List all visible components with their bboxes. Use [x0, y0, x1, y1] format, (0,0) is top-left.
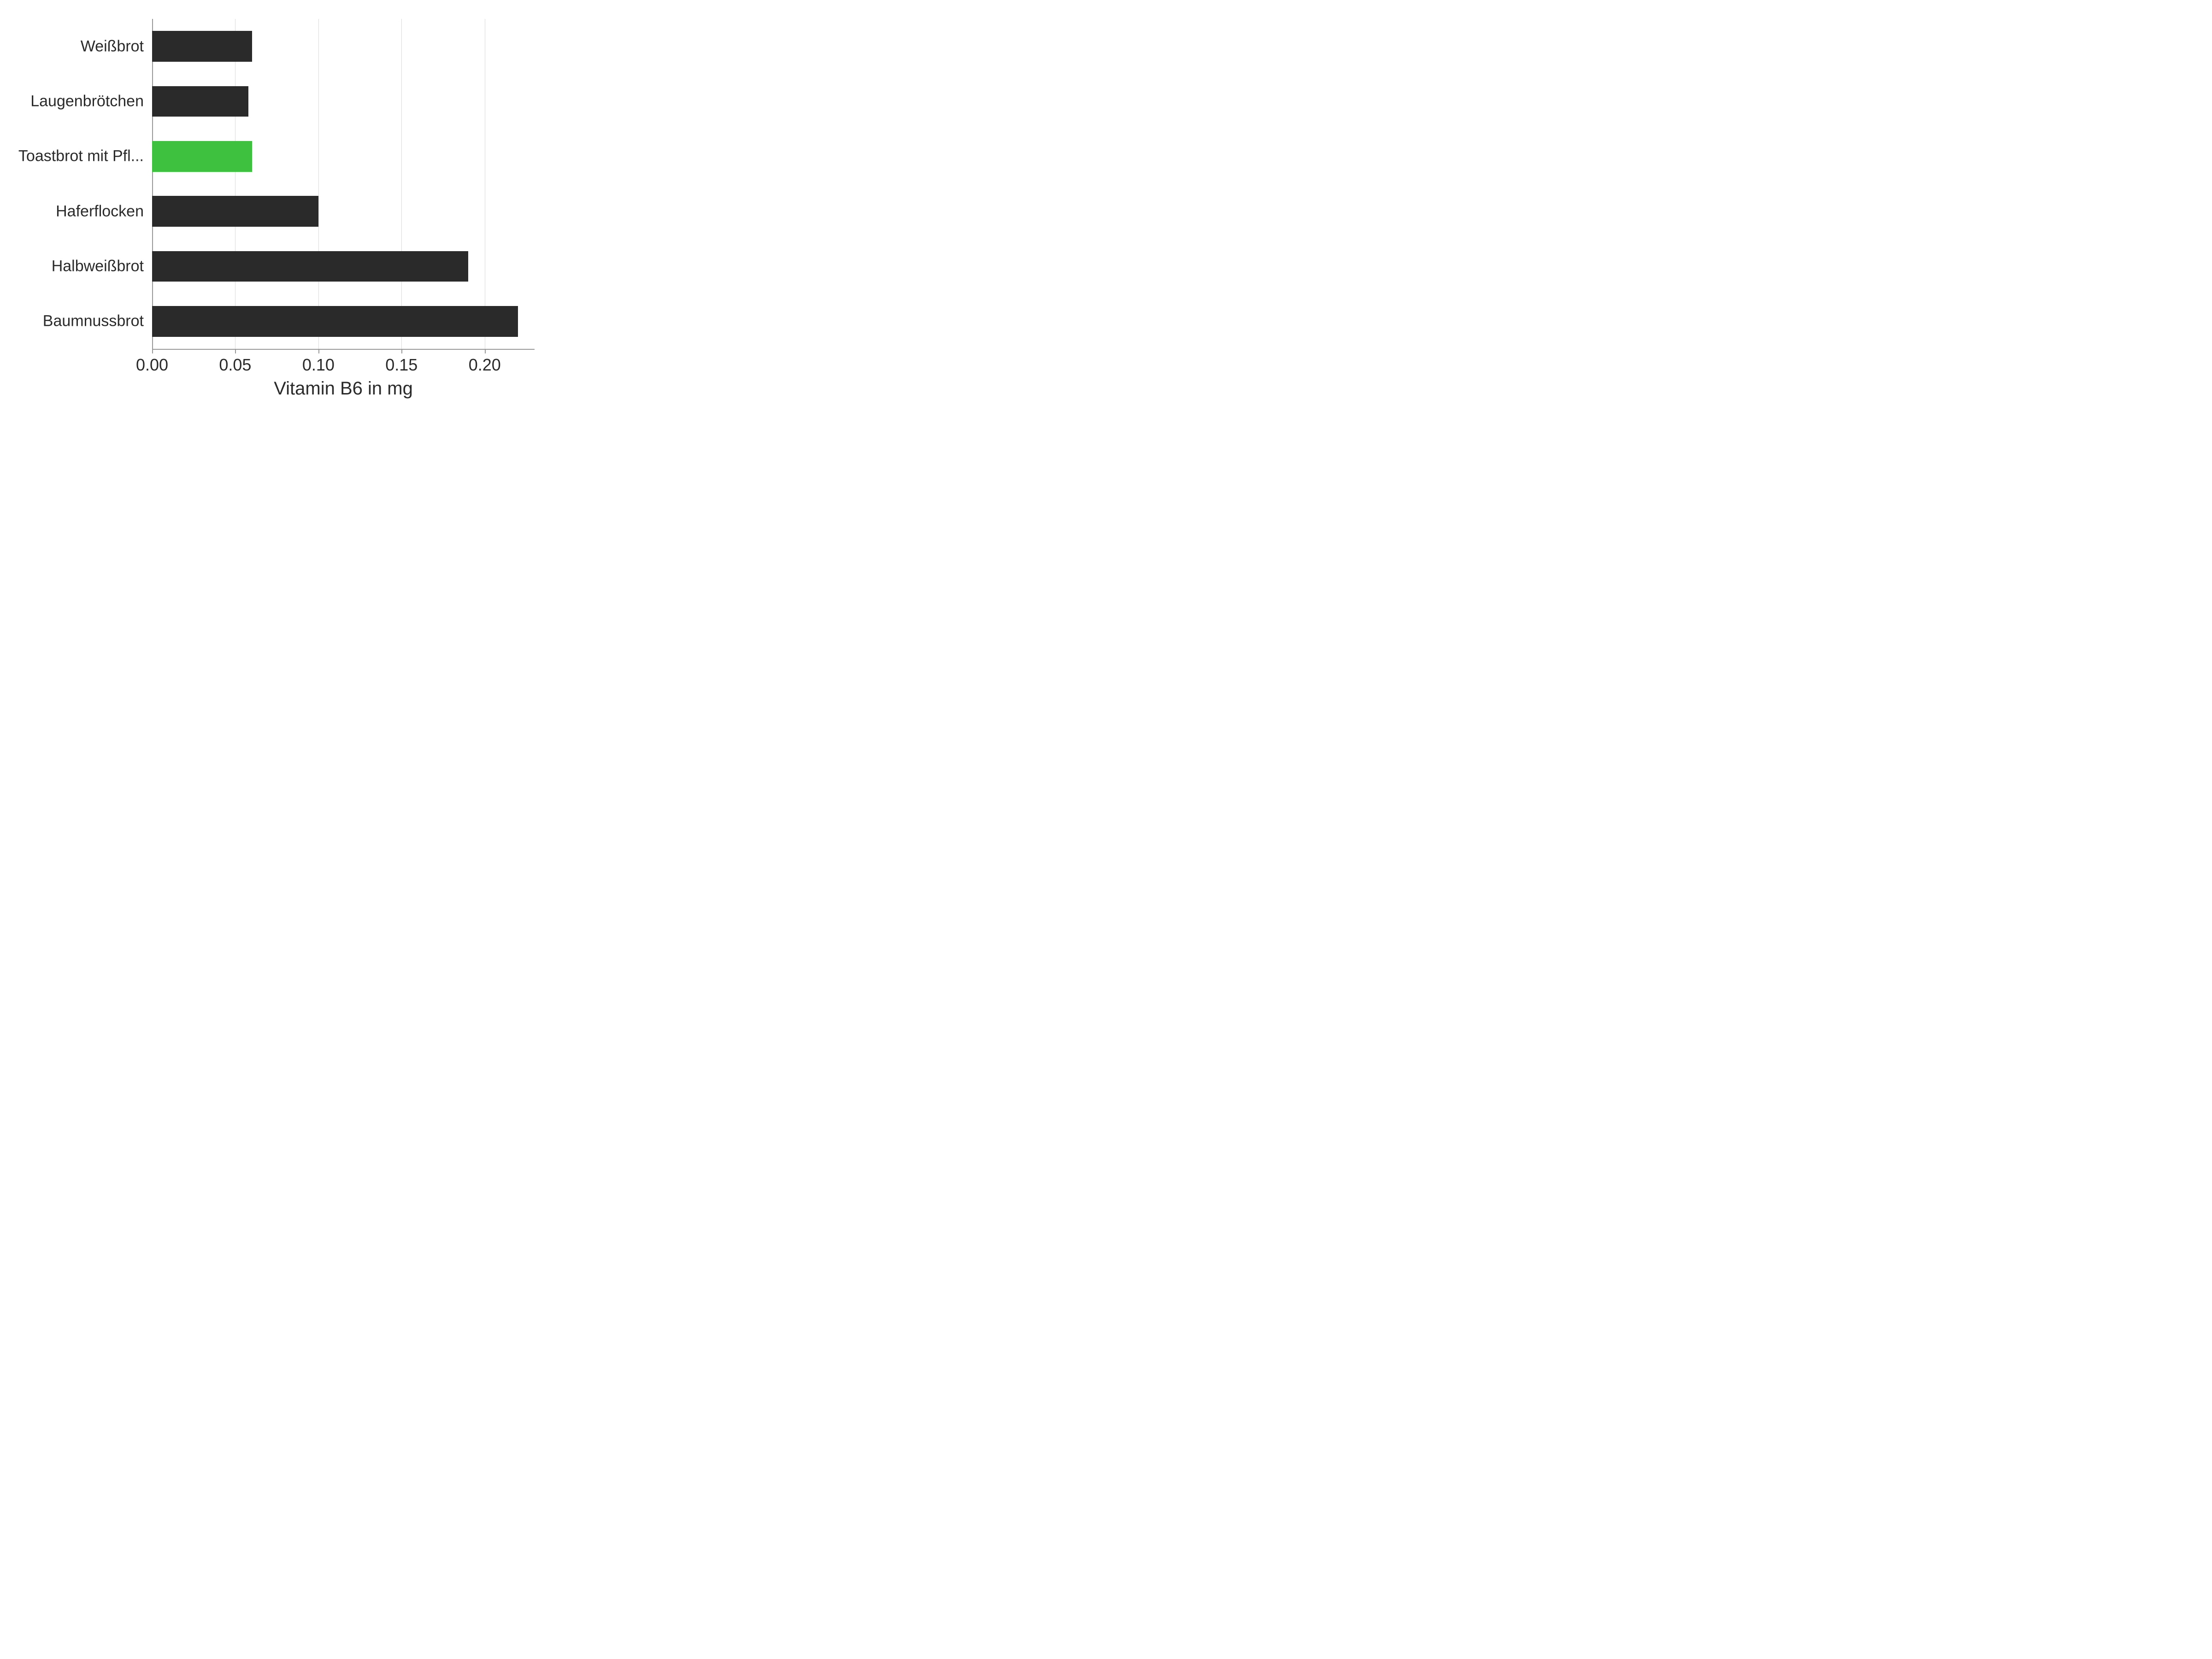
- y-baseline: [152, 19, 153, 349]
- x-axis-title: Vitamin B6 in mg: [274, 378, 413, 399]
- gridline: [401, 19, 402, 349]
- bar: [152, 251, 468, 282]
- x-tick-label: 0.05: [219, 349, 251, 375]
- y-category-label: Baumnussbrot: [43, 312, 152, 330]
- gridline: [318, 19, 319, 349]
- x-tick-label: 0.00: [136, 349, 168, 375]
- bar: [152, 306, 518, 337]
- chart-container: Vitamin B6 in mg 0.00 0.05 0.10 0.15 0.20 Wei…: [0, 0, 553, 415]
- bar: [152, 196, 318, 227]
- bar: [152, 86, 248, 117]
- y-category-label: Weißbrot: [81, 37, 152, 55]
- y-category-label: Laugenbrötchen: [30, 93, 152, 111]
- x-tick-label: 0.10: [302, 349, 335, 375]
- x-tick-label: 0.20: [469, 349, 501, 375]
- bar: [152, 31, 252, 62]
- y-category-label: Haferflocken: [56, 202, 152, 220]
- x-tick-label: 0.15: [385, 349, 418, 375]
- bar: [152, 141, 252, 172]
- y-category-label: Toastbrot mit Pfl...: [18, 147, 152, 165]
- plot-area: Vitamin B6 in mg 0.000.050.100.150.20Wei…: [152, 18, 535, 349]
- y-category-label: Halbweißbrot: [52, 258, 152, 276]
